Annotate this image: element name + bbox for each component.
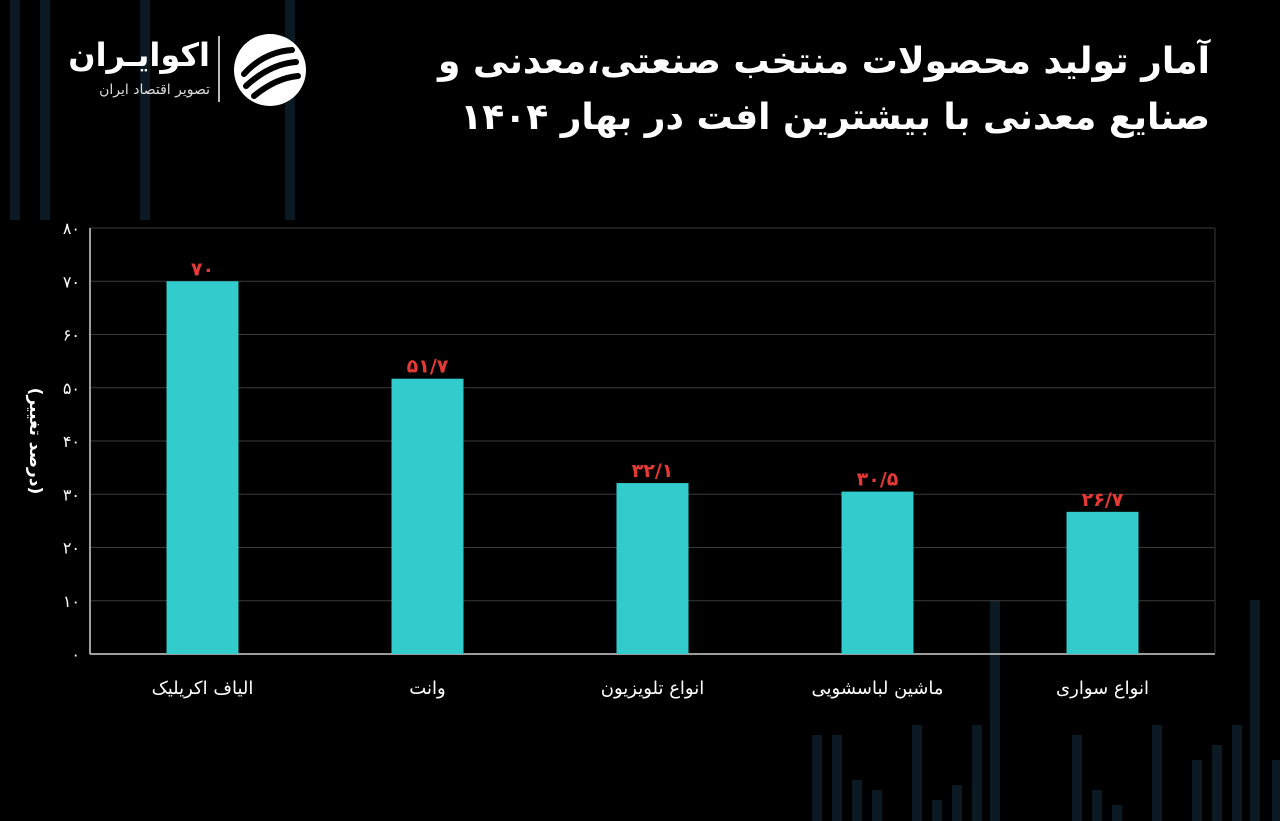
y-tick-label: ۶۰ — [63, 326, 80, 345]
background-bar-decoration — [832, 735, 842, 821]
y-tick-label: ۲۰ — [63, 539, 80, 558]
title-line-1: آمار تولید محصولات منتخب صنعتی،معدنی و — [438, 41, 1210, 82]
y-tick-label: ۵۰ — [63, 379, 80, 398]
y-tick-label: ۸۰ — [63, 219, 80, 238]
background-bar-decoration — [852, 780, 862, 821]
background-bar-decoration — [1072, 735, 1082, 821]
background-bar-decoration — [912, 725, 922, 821]
bar — [391, 378, 464, 654]
x-category-label: وانت — [409, 678, 445, 699]
background-bar-decoration — [1250, 600, 1260, 821]
logo-name: اکوایـران — [68, 36, 210, 74]
bar-value-label: ۲۶/۷ — [1082, 489, 1124, 511]
logo: اکوایـران تصویر اقتصاد ایران — [50, 30, 320, 110]
bar-value-label: ۵۱/۷ — [407, 356, 449, 378]
y-axis-label: (درصد تغییر) — [25, 388, 45, 495]
background-bar-decoration — [932, 800, 942, 821]
background-bar-decoration — [40, 0, 50, 220]
background-bar-decoration — [1192, 760, 1202, 821]
bar — [841, 491, 914, 654]
background-bar-decoration — [972, 725, 982, 821]
ekoiran-swirl-logo-icon — [234, 34, 306, 106]
bar-value-label: ۳۰/۵ — [857, 469, 899, 491]
y-tick-label: ۳۰ — [63, 485, 80, 504]
y-tick-label: ۷۰ — [63, 272, 80, 291]
background-bar-decoration — [872, 790, 882, 821]
title-line-2: صنایع معدنی با بیشترین افت در بهار ۱۴۰۴ — [460, 97, 1210, 138]
logo-divider — [218, 36, 220, 102]
y-tick-label: ۱۰ — [63, 592, 80, 611]
background-bar-decoration — [1152, 725, 1162, 821]
background-bar-decoration — [1212, 745, 1222, 821]
x-category-label: الیاف اکریلیک — [152, 678, 254, 699]
y-tick-label: ۴۰ — [63, 432, 80, 451]
bar-value-label: ۷۰ — [191, 258, 214, 280]
background-bar-decoration — [1092, 790, 1102, 821]
chart-title: آمار تولید محصولات منتخب صنعتی،معدنی و ص… — [310, 34, 1210, 146]
logo-subtitle: تصویر اقتصاد ایران — [99, 82, 210, 98]
background-bar-decoration — [140, 0, 150, 220]
background-bar-decoration — [1232, 725, 1242, 821]
background-bar-decoration — [285, 0, 295, 220]
background-bar-decoration — [812, 735, 822, 821]
background-bar-decoration — [952, 785, 962, 821]
bar — [616, 483, 689, 654]
bar — [1066, 511, 1139, 654]
x-category-label: انواع سواری — [1056, 678, 1149, 699]
background-bar-decoration — [10, 0, 20, 220]
bar — [166, 281, 239, 654]
background-bar-decoration — [1112, 805, 1122, 821]
y-tick-label: ۰ — [71, 645, 80, 664]
background-bar-decoration — [1272, 760, 1280, 821]
x-category-label: ماشین لباسشویی — [812, 678, 944, 699]
background-bar-decoration — [990, 600, 1000, 821]
bar-value-label: ۳۲/۱ — [632, 460, 674, 482]
x-category-label: انواع تلویزیون — [601, 678, 705, 699]
